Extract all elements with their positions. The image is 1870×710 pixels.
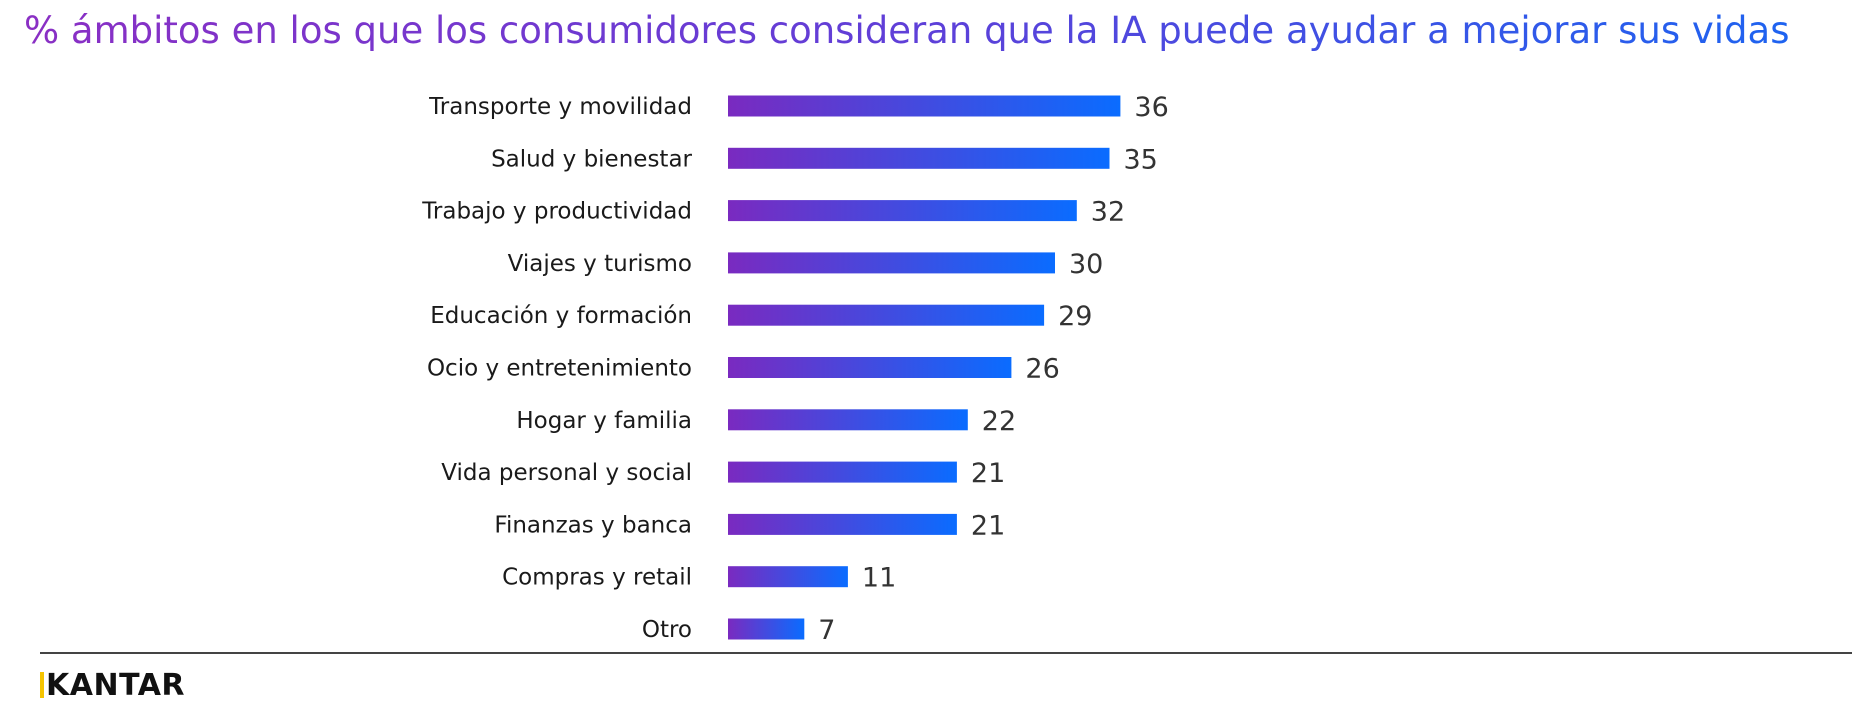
data-label: 30 [1069, 249, 1103, 280]
category-label: Viajes y turismo [508, 251, 692, 277]
category-label: Transporte y movilidad [428, 94, 692, 120]
category-label: Hogar y familia [516, 408, 692, 434]
chart-title-text: % ámbitos en los que los consumidores co… [24, 9, 1790, 52]
category-label: Compras y retail [502, 565, 692, 591]
data-label: 26 [1025, 354, 1059, 385]
data-label: 11 [862, 563, 896, 594]
bar-chart: Transporte y movilidad 36 Salud y bienesta… [421, 92, 1169, 646]
logo-accent-mark [40, 671, 44, 698]
bar [728, 409, 968, 431]
category-label: Salud y bienestar [491, 146, 692, 172]
data-label: 22 [982, 406, 1016, 437]
category-label: Trabajo y productividad [421, 199, 692, 225]
bars-group: Transporte y movilidad 36 Salud y bienesta… [421, 92, 1169, 646]
data-label: 7 [818, 615, 835, 646]
category-label: Finanzas y banca [494, 512, 692, 538]
category-label: Otro [642, 617, 692, 643]
bar [728, 252, 1055, 274]
data-label: 35 [1124, 144, 1158, 175]
footer-divider [40, 652, 1852, 654]
bar [728, 461, 957, 483]
data-label: 32 [1091, 197, 1125, 228]
data-label: 36 [1134, 92, 1168, 123]
bar [728, 566, 848, 588]
kantar-logo: KANTAR [40, 668, 185, 704]
bar [728, 304, 1045, 326]
data-label: 21 [971, 458, 1005, 489]
brand-name: KANTAR [46, 668, 186, 703]
data-label: 29 [1058, 301, 1092, 332]
bar [728, 618, 805, 640]
bar [728, 513, 957, 535]
category-label: Educación y formación [430, 303, 692, 329]
bar [728, 200, 1077, 222]
bar [728, 147, 1110, 169]
category-label: Vida personal y social [441, 460, 692, 486]
bar [728, 357, 1012, 378]
data-label: 21 [971, 510, 1005, 541]
category-label: Ocio y entretenimiento [427, 356, 692, 382]
bar [728, 95, 1121, 117]
chart-title: % ámbitos en los que los consumidores co… [24, 6, 1864, 56]
